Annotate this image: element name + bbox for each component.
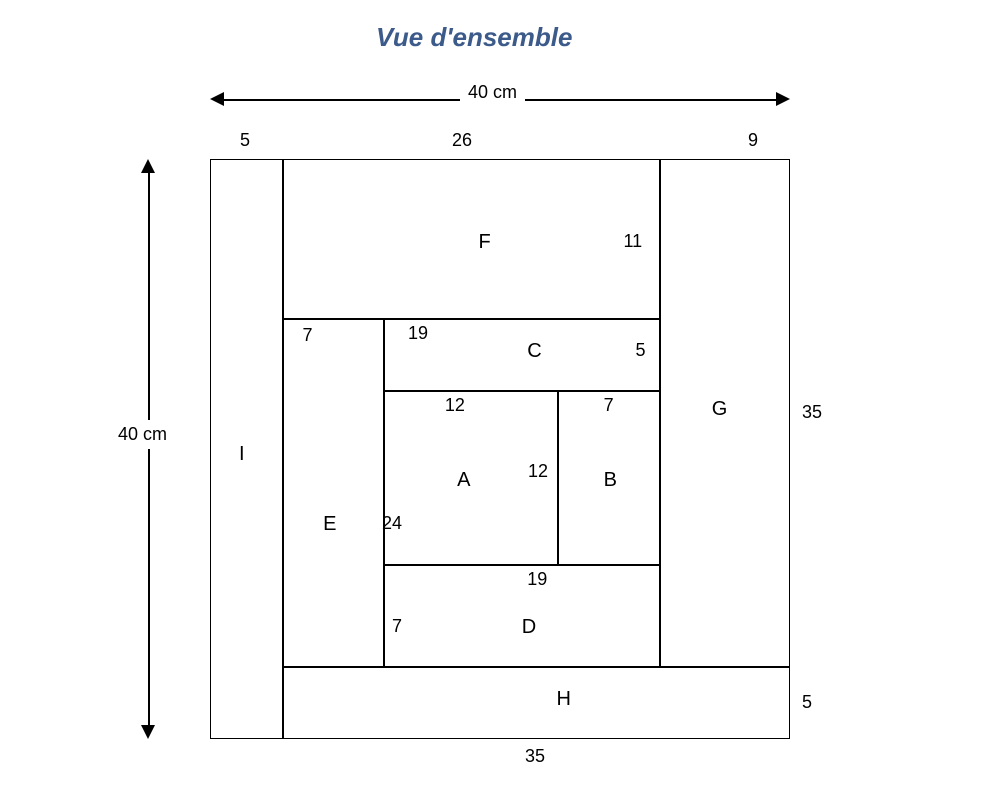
left-dim-label: 40 cm xyxy=(118,420,167,449)
dim-C-5: 5 xyxy=(636,340,646,361)
dim-C-19: 19 xyxy=(408,323,428,344)
top-seg-5: 5 xyxy=(240,130,250,151)
left-arrow-line xyxy=(148,171,150,727)
block-label-C: C xyxy=(527,340,541,363)
diagram-title: Vue d'ensemble xyxy=(376,22,572,53)
block-label-B: B xyxy=(604,469,617,492)
block-H xyxy=(283,667,791,740)
block-E xyxy=(283,319,385,667)
dim-F-11: 11 xyxy=(624,231,643,252)
block-I xyxy=(210,159,283,739)
block-label-G: G xyxy=(712,398,728,421)
bottom-seg-35: 35 xyxy=(525,746,545,767)
top-arrow-right xyxy=(776,92,790,106)
top-dim-label: 40 cm xyxy=(460,82,525,103)
block-label-E: E xyxy=(323,513,336,536)
dim-A-12: 12 xyxy=(528,461,548,482)
right-seg-5: 5 xyxy=(802,692,812,713)
left-arrow-up xyxy=(141,159,155,173)
dim-D-7: 7 xyxy=(392,616,402,637)
block-F xyxy=(283,159,660,319)
right-seg-35: 35 xyxy=(802,402,822,423)
top-arrow-left xyxy=(210,92,224,106)
block-label-D: D xyxy=(522,616,536,639)
top-seg-9: 9 xyxy=(748,130,758,151)
dim-B-7: 7 xyxy=(604,395,614,416)
top-seg-26: 26 xyxy=(452,130,472,151)
dim-D-19: 19 xyxy=(527,569,547,590)
block-label-A: A xyxy=(457,469,470,492)
block-label-I: I xyxy=(239,443,245,466)
block-label-F: F xyxy=(479,231,491,254)
block-label-H: H xyxy=(557,688,571,711)
left-arrow-down xyxy=(141,725,155,739)
dim-E-7: 7 xyxy=(303,325,313,346)
dim-A-12: 12 xyxy=(445,395,465,416)
